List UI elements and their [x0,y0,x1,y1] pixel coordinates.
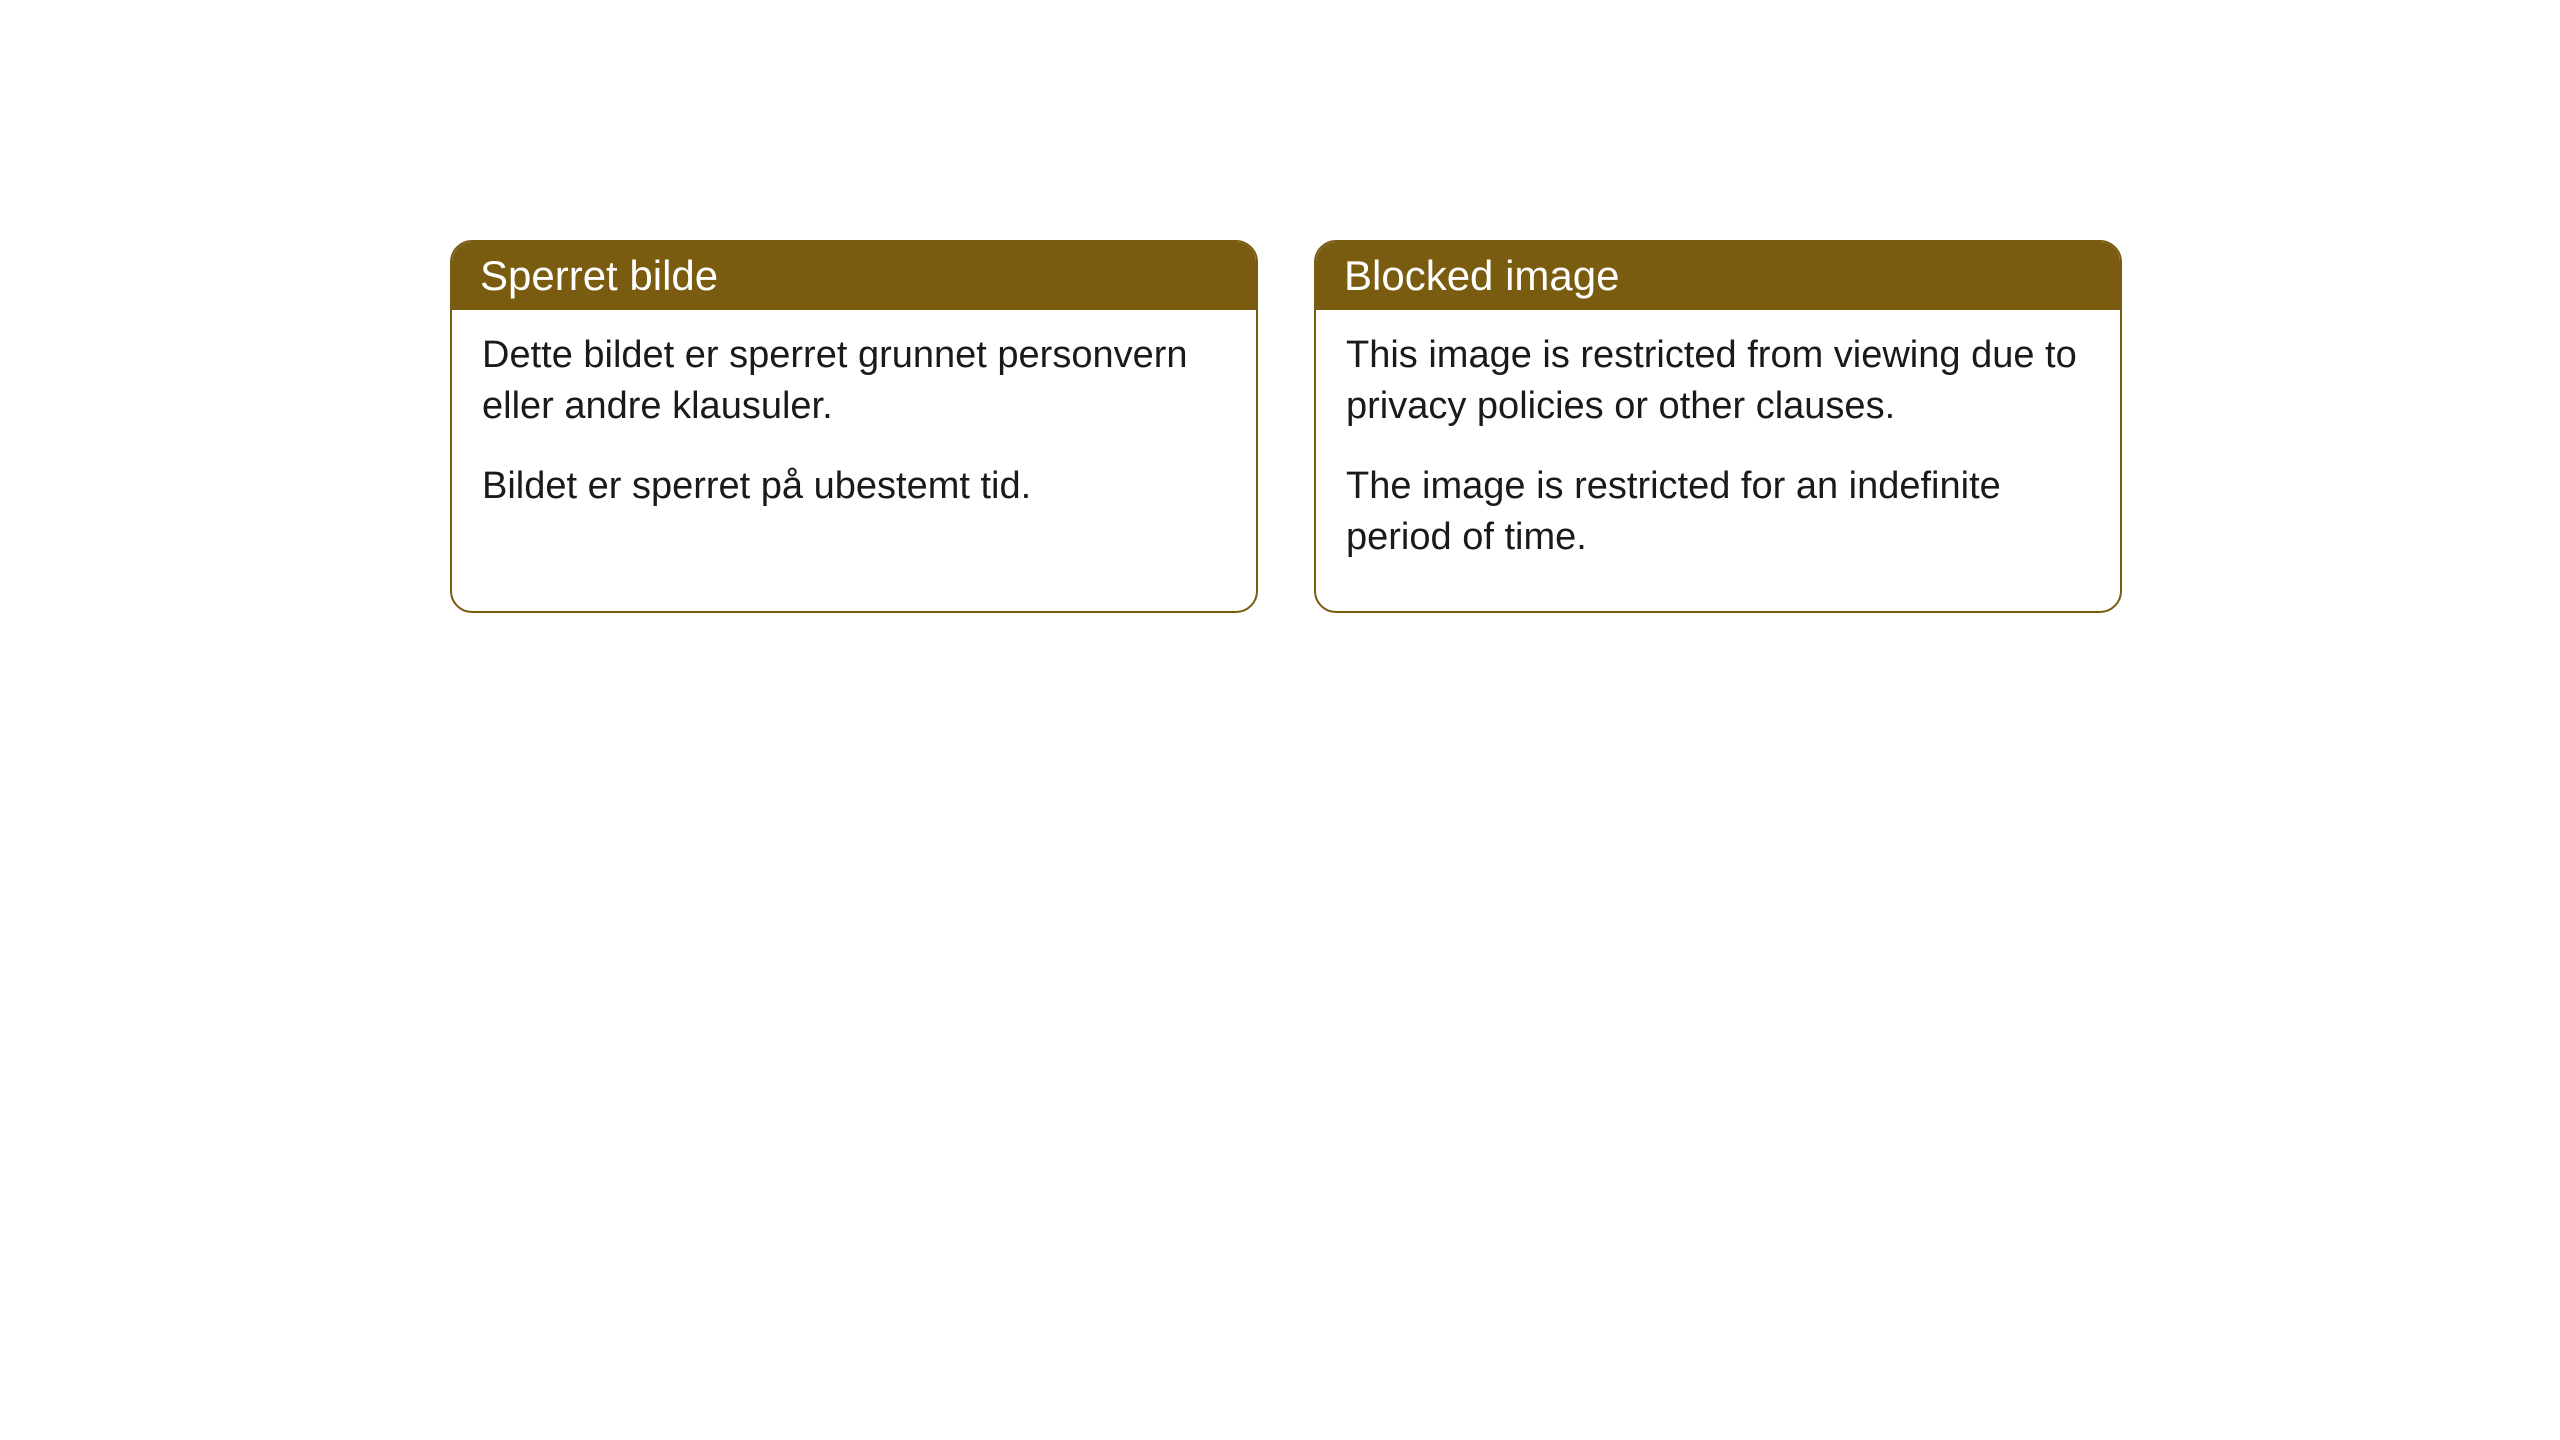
card-title-en: Blocked image [1344,252,1619,299]
card-header-no: Sperret bilde [452,242,1256,310]
card-body-no: Dette bildet er sperret grunnet personve… [452,310,1256,560]
blocked-image-card-no: Sperret bilde Dette bildet er sperret gr… [450,240,1258,613]
card-body-en: This image is restricted from viewing du… [1316,310,2120,611]
card-header-en: Blocked image [1316,242,2120,310]
card-para1-en: This image is restricted from viewing du… [1346,330,2090,433]
card-para2-en: The image is restricted for an indefinit… [1346,461,2090,564]
notice-cards-container: Sperret bilde Dette bildet er sperret gr… [450,240,2122,613]
card-title-no: Sperret bilde [480,252,718,299]
blocked-image-card-en: Blocked image This image is restricted f… [1314,240,2122,613]
card-para1-no: Dette bildet er sperret grunnet personve… [482,330,1226,433]
card-para2-no: Bildet er sperret på ubestemt tid. [482,461,1226,512]
